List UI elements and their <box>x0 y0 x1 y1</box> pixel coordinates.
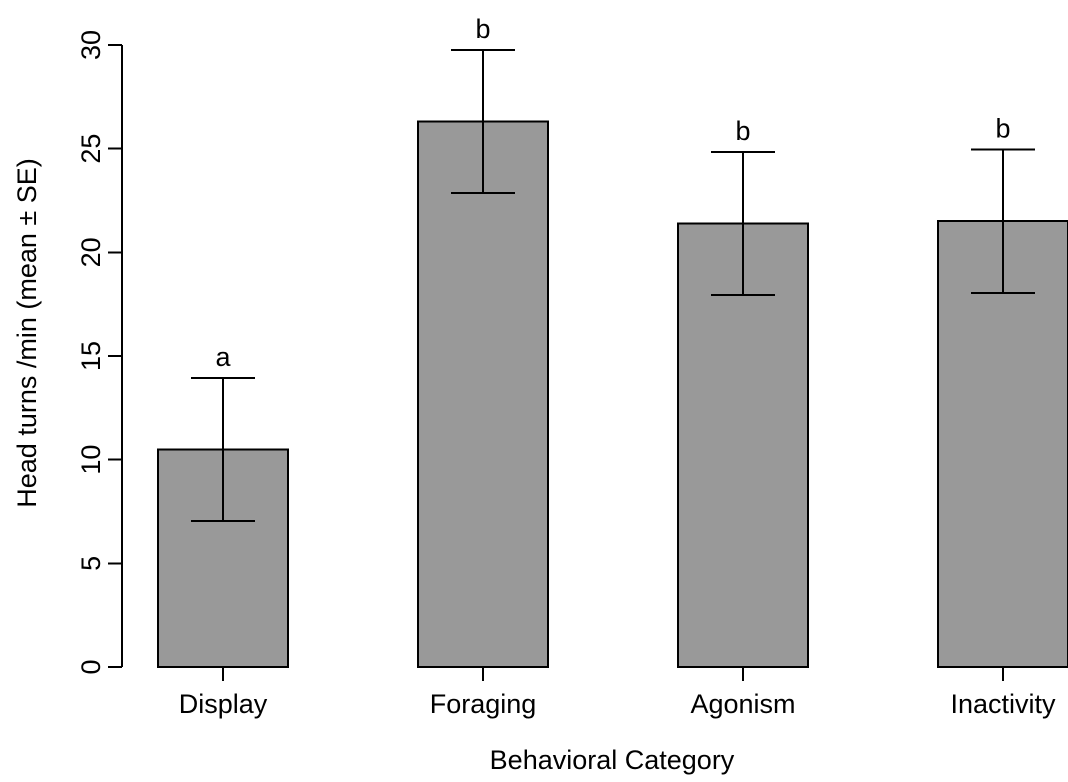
bar <box>937 220 1068 668</box>
bars-group <box>157 120 1068 669</box>
x-axis: Display Foraging Agonism Inactivity <box>179 667 1056 719</box>
significance-labels-group: a b b b <box>215 14 1010 372</box>
y-tick-label: 0 <box>76 659 106 674</box>
y-tick-label: 30 <box>76 30 106 60</box>
y-tick-label: 25 <box>76 134 106 164</box>
error-bars-group <box>191 49 1035 522</box>
y-axis-label: Head turns /min (mean ± SE) <box>12 158 42 507</box>
significance-label: a <box>215 342 231 372</box>
y-tick-label: 10 <box>76 445 106 475</box>
x-tick-label: Inactivity <box>950 689 1056 719</box>
y-tick-label: 5 <box>76 556 106 571</box>
bar <box>417 120 549 669</box>
significance-label: b <box>475 14 490 44</box>
x-tick-label: Display <box>179 689 268 719</box>
x-axis-label: Behavioral Category <box>490 745 735 775</box>
x-tick-label: Agonism <box>690 689 795 719</box>
significance-label: b <box>995 114 1010 144</box>
x-tick-label: Foraging <box>430 689 537 719</box>
bar <box>677 222 809 668</box>
y-tick-label: 15 <box>76 341 106 371</box>
y-axis: 0 5 10 15 20 25 30 <box>76 30 123 675</box>
y-tick-label: 20 <box>76 237 106 267</box>
significance-label: b <box>735 116 750 146</box>
